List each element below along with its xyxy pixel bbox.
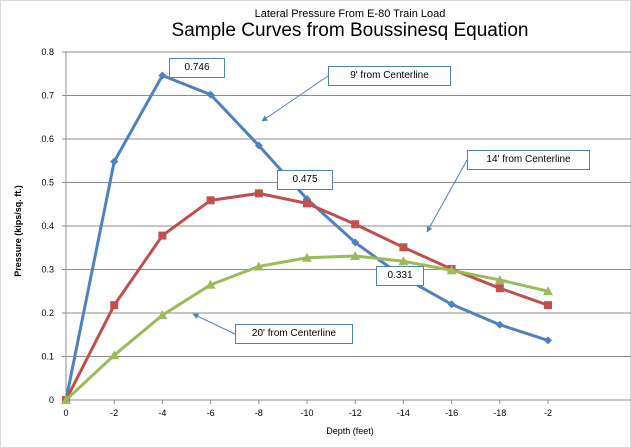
y-tick-label: 0.6	[41, 134, 54, 144]
data-point	[158, 231, 167, 240]
y-tick-label: 0.1	[41, 352, 54, 362]
data-point	[205, 279, 216, 289]
x-tick-label: -14	[397, 408, 410, 418]
data-point	[494, 274, 505, 284]
callout-arrow	[261, 75, 329, 122]
y-tick-label: 0.8	[41, 47, 54, 57]
x-tick-label: -8	[255, 408, 263, 418]
data-point	[351, 220, 360, 229]
x-axis-label: Depth (feet)	[326, 426, 374, 436]
data-point	[303, 199, 311, 208]
data-point	[61, 395, 71, 404]
data-point	[399, 243, 408, 252]
callout-label-14ft: 14' from Centerline	[467, 150, 590, 170]
data-point	[206, 196, 215, 205]
data-point	[110, 301, 119, 310]
data-point	[495, 284, 504, 293]
callout-label-9ft: 9' from Centerline	[328, 66, 451, 86]
grid	[66, 51, 631, 357]
y-tick-label: 0.2	[41, 308, 54, 318]
chart-title: Sample Curves from Boussinesq Equation	[171, 20, 529, 41]
data-point	[157, 310, 168, 320]
y-tick-label: 0.7	[41, 91, 54, 101]
callout-leaders	[192, 75, 468, 335]
callout-arrow	[426, 159, 468, 233]
callout-peak-9ft: 0.746	[169, 58, 225, 78]
y-axis-label: Pressure (kips/sq. ft.)	[13, 185, 23, 277]
callout-peak-20ft: 0.331	[376, 266, 424, 286]
data-point	[109, 350, 120, 360]
x-tick-label: -10	[300, 408, 313, 418]
y-tick-label: 0.4	[41, 221, 54, 231]
data-point	[544, 336, 552, 345]
data-point	[302, 252, 312, 262]
x-tick-label: -16	[445, 408, 458, 418]
x-tick-label: -12	[349, 408, 362, 418]
data-point	[398, 256, 409, 266]
x-tick-label: -6	[207, 408, 215, 418]
data-point	[495, 320, 504, 329]
chart-subtitle: Lateral Pressure From E-80 Train Load	[254, 8, 446, 20]
data-point	[350, 251, 361, 261]
callout-peak-14ft: 0.475	[277, 170, 333, 190]
data-point	[544, 301, 552, 310]
x-tick-label: 0	[63, 408, 68, 418]
data-point	[543, 286, 553, 296]
y-tick-label: 0.5	[41, 178, 54, 188]
x-tick-label: -4	[158, 408, 166, 418]
data-point	[254, 141, 263, 150]
data-point	[447, 300, 456, 309]
tick-labels: 0 0.1 0.2 0.3 0.4 0.5 0.6 0.7 0.8 0 -2 -4 -6 -8 -10 -12…	[41, 47, 552, 418]
data-point	[158, 71, 167, 80]
data-point	[254, 189, 263, 198]
data-point	[206, 90, 215, 99]
data-point	[446, 265, 457, 275]
callout-arrow	[192, 313, 236, 335]
x-tick-label: -18	[493, 408, 506, 418]
data-point	[110, 157, 119, 166]
data-point	[351, 238, 360, 247]
y-tick-label: 0.3	[41, 265, 54, 275]
axes	[62, 51, 631, 404]
callout-label-20ft: 20' from Centerline	[235, 324, 353, 344]
y-tick-label: 0	[49, 395, 54, 405]
x-tick-label: -2	[110, 408, 118, 418]
series-layer	[61, 71, 553, 404]
data-point	[253, 261, 264, 271]
x-tick-label: -2	[544, 408, 552, 418]
